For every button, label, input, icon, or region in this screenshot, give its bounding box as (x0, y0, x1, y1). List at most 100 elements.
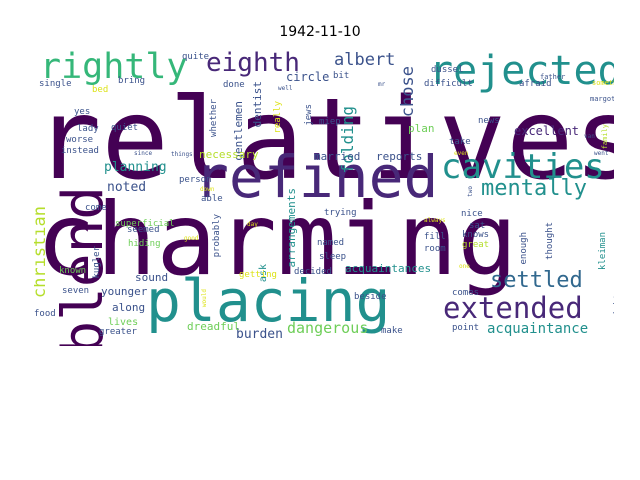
word-would: would (201, 289, 208, 308)
word-sound: sound (135, 271, 169, 284)
word-plan: plan (408, 122, 435, 135)
word-knows: knows (462, 230, 490, 240)
word-great: great (462, 240, 490, 250)
word-mentally: mentally (481, 176, 587, 201)
word-bring: bring (118, 76, 146, 86)
word-bed: bed (92, 85, 109, 95)
word-jews: jews (304, 104, 314, 126)
word-afraid: afraid (519, 79, 552, 89)
word-margot: margot (590, 95, 614, 103)
word-placing: placing (146, 267, 391, 335)
word-bit: bit (333, 71, 350, 81)
word-even: even (454, 150, 469, 157)
word-rightly: rightly (40, 47, 188, 87)
word-difficult: difficult (424, 79, 473, 89)
word-person: person (179, 175, 212, 185)
word-take: take (449, 137, 471, 147)
word-news: news (478, 116, 500, 126)
word-acquaintances: acquaintances (345, 262, 432, 275)
word-down: down (200, 186, 215, 193)
word-charming: charming (36, 181, 518, 298)
word-quite: quite (182, 52, 210, 62)
word-come: come (85, 203, 107, 213)
word-circle: circle (286, 70, 330, 84)
word-beside: beside (354, 292, 387, 302)
word-something: something (592, 79, 614, 87)
word-miep: miep (319, 117, 341, 127)
word-cavities: cavities (441, 147, 605, 187)
word-along: along (112, 301, 146, 314)
word-eighth: eighth (206, 48, 300, 78)
word-instead: instead (61, 146, 99, 156)
word-make: make (381, 326, 403, 336)
word-refined: refined (194, 143, 439, 211)
word-greater: greater (99, 327, 137, 337)
word-nice: nice (461, 209, 483, 219)
word-dentist: dentist (251, 81, 264, 128)
word-food: food (34, 309, 56, 319)
word-things: things (171, 151, 193, 158)
word-folding: folding (338, 106, 357, 174)
word-necessary: necessary (199, 148, 259, 161)
word-good: good (184, 235, 199, 242)
word-younger: younger (101, 285, 148, 298)
word-yes: yes (74, 107, 91, 117)
word-extended: extended (443, 291, 583, 325)
word-cloud: relatives charming refined placing blend reje… (34, 46, 614, 346)
word-single: single (39, 79, 72, 89)
word-kugler: kugler (92, 246, 102, 279)
word-decided: decided (294, 267, 332, 277)
word-acquaintance: acquaintance (487, 321, 589, 337)
word-relatives: relatives (34, 75, 614, 205)
word-christian: christian (34, 206, 50, 299)
word-hiding: hiding (128, 239, 161, 249)
word-well: well (278, 85, 293, 92)
word-superficial: superficial (115, 219, 175, 229)
word-point: point (452, 323, 480, 333)
word-family: family (601, 124, 609, 150)
word-always: always (424, 217, 446, 224)
word-dangerous: dangerous (287, 319, 369, 337)
word-really: really (273, 101, 283, 134)
word-trying: trying (324, 208, 357, 218)
word-day: day (247, 221, 258, 228)
word-named: named (317, 238, 345, 248)
word-lives: lives (108, 317, 139, 328)
word-rejected: rejected (429, 48, 614, 94)
word-reports: reports (376, 150, 423, 163)
word-seven: seven (62, 286, 90, 296)
word-married: married (314, 150, 361, 163)
word-able: able (201, 194, 223, 204)
word-since: since (134, 150, 153, 157)
word-father: father (540, 73, 566, 81)
word-arrangements: arrangements (285, 188, 298, 268)
word-fill: fill (424, 232, 446, 242)
word-one: one (459, 263, 470, 270)
word-sleep: sleep (319, 252, 347, 262)
word-noted: noted (107, 180, 147, 195)
word-enough: enough (519, 232, 529, 265)
word-lady: lady (77, 124, 99, 134)
word-chose: chose (398, 66, 418, 118)
word-getting: getting (239, 270, 277, 280)
word-thought: thought (545, 222, 555, 260)
word-probably: probably (212, 214, 222, 258)
word-excellent: excellent (514, 124, 580, 138)
word-planning: planning (104, 160, 167, 175)
word-dussel: dussel (431, 65, 464, 75)
word-burden: burden (236, 327, 283, 342)
word-albert: albert (334, 50, 396, 70)
word-kleiman: kleiman (598, 232, 608, 270)
word-known: known (59, 266, 87, 276)
word-went: went (594, 150, 609, 157)
word-settled: settled (490, 268, 583, 293)
word-room: room (424, 244, 446, 254)
word-seemed: seemed (127, 225, 160, 235)
word-sat: sat (469, 221, 486, 231)
word-comes: comes (452, 288, 480, 298)
word-dreadful: dreadful (187, 320, 240, 333)
word-worse: worse (66, 135, 94, 145)
word-quiet: quiet (111, 123, 139, 133)
word-whether: whether (209, 99, 219, 137)
word-two: two (467, 186, 474, 197)
